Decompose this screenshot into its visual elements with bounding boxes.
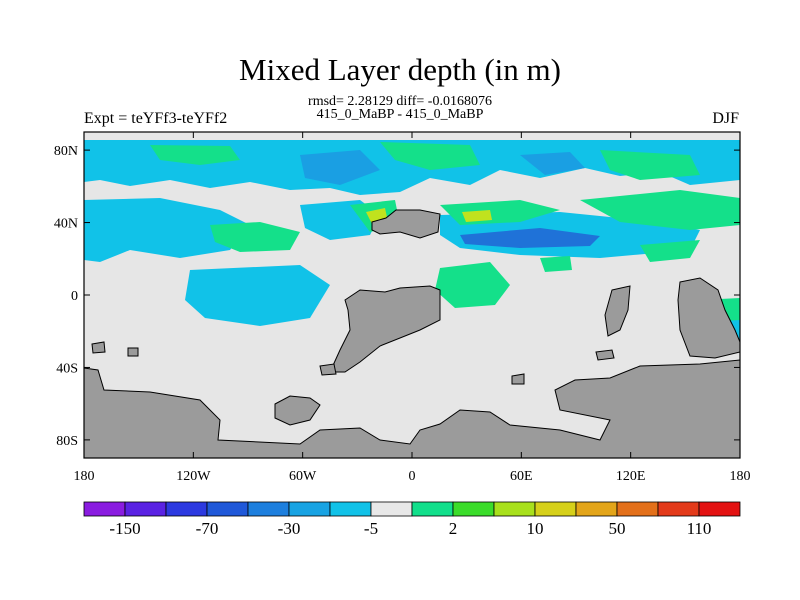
- colorbar-swatch: [698, 501, 741, 517]
- season-label: DJF: [712, 110, 739, 127]
- tropical-green-patch: [540, 256, 572, 272]
- x-tick-label: 60E: [510, 469, 533, 484]
- y-axis: 80N 40N 0 40S 80S: [54, 144, 740, 449]
- experiment-subtitle: 415_0_MaBP - 415_0_MaBP: [316, 107, 484, 122]
- colorbar-swatch: [493, 501, 536, 517]
- land-west-antarctic: [84, 359, 740, 458]
- land-africa-horn: [604, 285, 631, 337]
- colorbar-label: 110: [687, 519, 712, 538]
- land-south-america: [329, 285, 441, 373]
- colorbar-label: 50: [609, 519, 626, 538]
- colorbar-label: 2: [449, 519, 458, 538]
- central-asia-yellow: [462, 210, 492, 222]
- y-tick-label: 0: [71, 289, 78, 304]
- x-tick-label: 120E: [616, 469, 646, 484]
- colorbar-swatch: [288, 501, 331, 517]
- colorbar-label: -5: [364, 519, 378, 538]
- colorbar: [83, 501, 741, 517]
- north-pacific-cyan: [84, 198, 250, 262]
- colorbar-swatch: [575, 501, 618, 517]
- tropical-pacific-cyan: [185, 265, 330, 326]
- y-tick-label: 80S: [56, 434, 78, 449]
- x-axis: 180 120W 60W 0 60E 120E 180: [74, 132, 751, 484]
- colorbar-swatch: [534, 501, 577, 517]
- colorbar-label: 10: [527, 519, 544, 538]
- x-tick-label: 0: [409, 469, 416, 484]
- x-tick-label: 180: [730, 469, 751, 484]
- colorbar-swatch: [124, 501, 167, 517]
- colorbar-swatch: [411, 501, 454, 517]
- east-pacific-green: [640, 240, 700, 262]
- experiment-label: Expt = teYFf3-teYFf2: [84, 110, 228, 127]
- kuroshio-blue: [460, 228, 600, 248]
- colorbar-swatch: [370, 501, 413, 517]
- land-mask: [84, 209, 740, 458]
- colorbar-swatch: [83, 501, 126, 517]
- land-australia: [677, 277, 740, 359]
- northwest-pacific-green: [580, 190, 740, 230]
- arctic-green-patch-1: [150, 145, 240, 165]
- land-island-2: [91, 341, 106, 354]
- indian-ocean-green: [435, 262, 510, 308]
- arctic-cyan-band: [84, 140, 740, 195]
- colorbar-swatch: [247, 501, 290, 517]
- land-europe: [371, 209, 441, 239]
- colorbar-swatch: [329, 501, 372, 517]
- y-tick-label: 40S: [56, 361, 78, 376]
- north-pacific-green: [210, 222, 300, 252]
- colorbar-swatch: [657, 501, 700, 517]
- land-island-3: [127, 347, 139, 357]
- land-small-island: [595, 349, 615, 361]
- x-tick-label: 180: [74, 469, 95, 484]
- arctic-green-patch-2: [380, 142, 480, 170]
- y-tick-label: 40N: [54, 217, 78, 232]
- colorbar-labels: -150 -70 -30 -5 2 10 50 110: [109, 519, 711, 538]
- x-tick-label: 120W: [176, 469, 211, 484]
- colorbar-label: -30: [278, 519, 301, 538]
- arctic-blue-patch: [300, 150, 380, 185]
- x-tick-label: 60W: [289, 469, 317, 484]
- rmsd-diff-stats: rmsd= 2.28129 diff= -0.0168076: [308, 94, 492, 109]
- colorbar-swatch: [165, 501, 208, 517]
- colorbar-label: -70: [196, 519, 219, 538]
- colorbar-swatch: [452, 501, 495, 517]
- colorbar-swatch: [206, 501, 249, 517]
- land-island-4: [511, 373, 525, 385]
- map-title: Mixed Layer depth (in m): [239, 52, 561, 87]
- land-south-pacific-islet: [319, 363, 337, 376]
- colorbar-swatch: [616, 501, 659, 517]
- y-tick-label: 80N: [54, 144, 78, 159]
- anomaly-contours: [84, 140, 740, 340]
- map-plot-area: [84, 132, 740, 458]
- arctic-green-patch-3: [600, 150, 700, 180]
- land-antarctic-peninsula: [274, 395, 321, 426]
- colorbar-label: -150: [109, 519, 140, 538]
- siberia-blue-patch: [520, 152, 585, 175]
